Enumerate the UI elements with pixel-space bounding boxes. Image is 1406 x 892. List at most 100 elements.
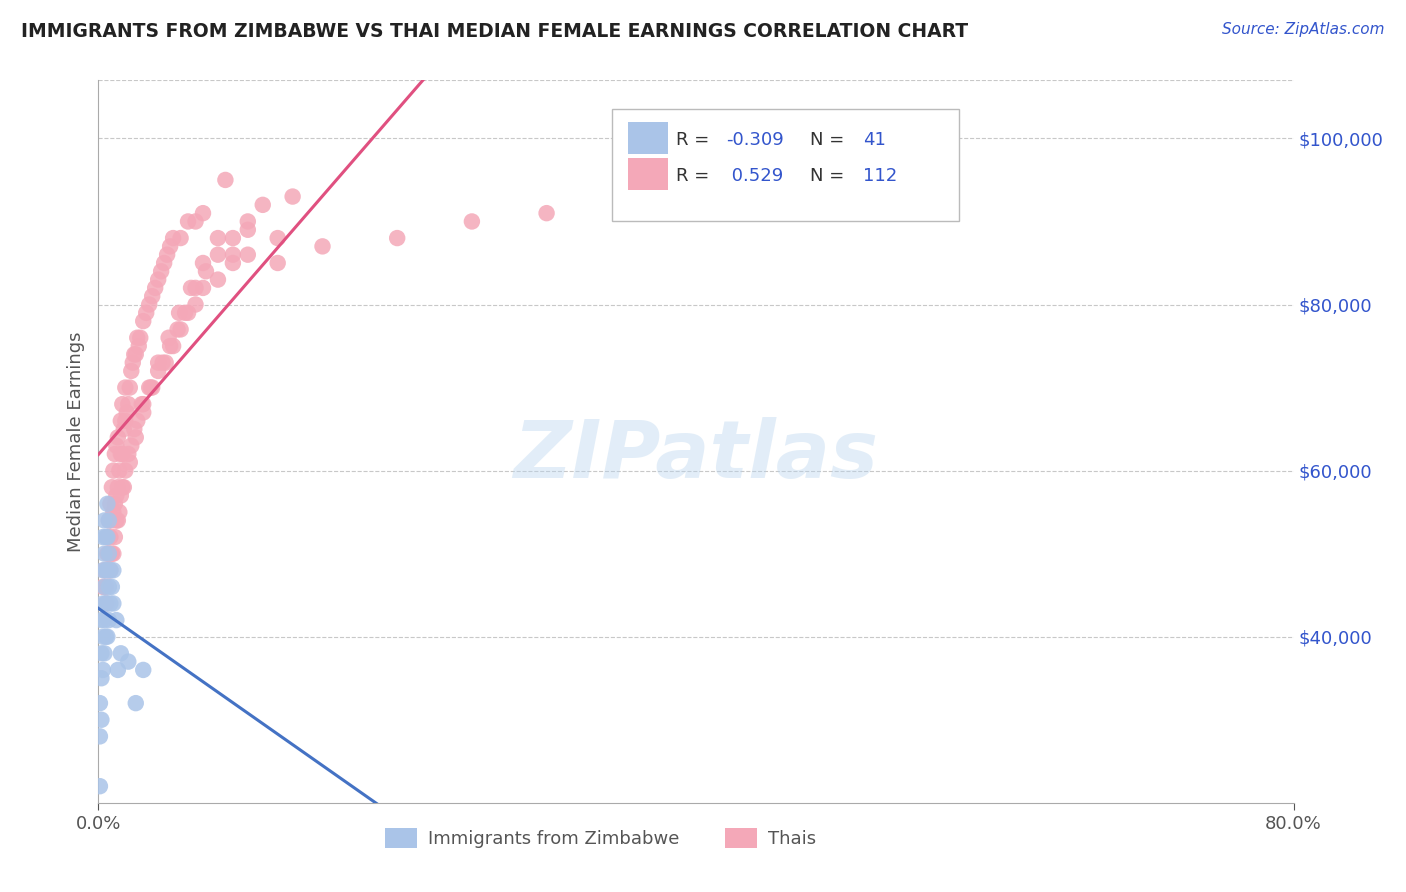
Point — [107, 480, 129, 494]
Point — [141, 380, 163, 394]
Point — [127, 331, 149, 345]
Point — [132, 405, 155, 419]
Text: Source: ZipAtlas.com: Source: ZipAtlas.com — [1222, 22, 1385, 37]
Point — [89, 730, 111, 744]
Point — [207, 231, 229, 245]
Point — [96, 497, 118, 511]
Point — [117, 397, 139, 411]
Point — [93, 563, 115, 577]
Point — [121, 356, 143, 370]
Point — [148, 364, 170, 378]
Text: ZIPatlas: ZIPatlas — [513, 417, 879, 495]
Point — [155, 356, 177, 370]
Point — [103, 547, 125, 561]
Point — [105, 489, 128, 503]
Point — [90, 646, 112, 660]
Point — [93, 547, 115, 561]
Point — [98, 563, 122, 577]
Point — [111, 397, 134, 411]
Point — [103, 464, 125, 478]
Point — [153, 256, 176, 270]
Point — [222, 231, 245, 245]
Point — [114, 414, 136, 428]
Point — [97, 563, 120, 577]
Point — [97, 513, 120, 527]
Point — [236, 214, 259, 228]
Point — [141, 289, 163, 303]
Point — [90, 613, 112, 627]
Point — [124, 422, 146, 436]
Point — [105, 613, 128, 627]
Point — [385, 231, 409, 245]
Point — [166, 322, 188, 336]
Point — [118, 380, 141, 394]
Point — [98, 530, 122, 544]
Point — [107, 430, 129, 444]
Point — [97, 580, 120, 594]
Point — [536, 206, 558, 220]
Text: R =: R = — [676, 167, 714, 185]
Point — [127, 414, 149, 428]
Point — [111, 480, 134, 494]
Point — [167, 306, 190, 320]
Point — [93, 513, 115, 527]
Point — [101, 547, 124, 561]
Text: N =: N = — [810, 131, 849, 149]
Point — [267, 231, 290, 245]
Y-axis label: Median Female Earnings: Median Female Earnings — [66, 331, 84, 552]
Point — [107, 663, 129, 677]
Point — [131, 397, 153, 411]
Point — [89, 696, 111, 710]
Point — [132, 663, 155, 677]
Point — [267, 256, 290, 270]
Point — [159, 339, 181, 353]
Point — [96, 597, 118, 611]
Point — [94, 580, 117, 594]
Point — [89, 779, 111, 793]
Point — [93, 580, 115, 594]
Point — [96, 630, 118, 644]
Point — [114, 380, 136, 394]
Point — [104, 530, 127, 544]
Point — [110, 447, 132, 461]
Point — [132, 397, 155, 411]
Point — [311, 239, 333, 253]
Point — [281, 189, 304, 203]
Point — [105, 439, 128, 453]
Point — [110, 489, 132, 503]
Point — [120, 364, 142, 378]
Point — [97, 513, 120, 527]
Point — [207, 272, 229, 286]
Point — [104, 497, 127, 511]
Point — [114, 464, 136, 478]
Point — [91, 630, 114, 644]
Text: 112: 112 — [863, 167, 897, 185]
Point — [143, 281, 166, 295]
Text: -0.309: -0.309 — [725, 131, 783, 149]
Point — [124, 347, 146, 361]
Point — [110, 646, 132, 660]
Point — [94, 597, 117, 611]
Point — [138, 380, 160, 394]
Point — [91, 580, 114, 594]
Point — [129, 331, 152, 345]
Point — [112, 422, 135, 436]
Point — [91, 563, 114, 577]
Point — [162, 339, 184, 353]
Point — [98, 497, 122, 511]
Point — [90, 713, 112, 727]
FancyBboxPatch shape — [613, 109, 959, 221]
Point — [222, 256, 245, 270]
Point — [90, 671, 112, 685]
Point — [111, 447, 134, 461]
Point — [101, 580, 124, 594]
Point — [103, 597, 125, 611]
Point — [152, 356, 174, 370]
Point — [94, 630, 117, 644]
Point — [138, 297, 160, 311]
Point — [125, 696, 148, 710]
FancyBboxPatch shape — [628, 122, 668, 154]
Point — [150, 264, 173, 278]
Point — [94, 563, 117, 577]
Point — [96, 563, 118, 577]
